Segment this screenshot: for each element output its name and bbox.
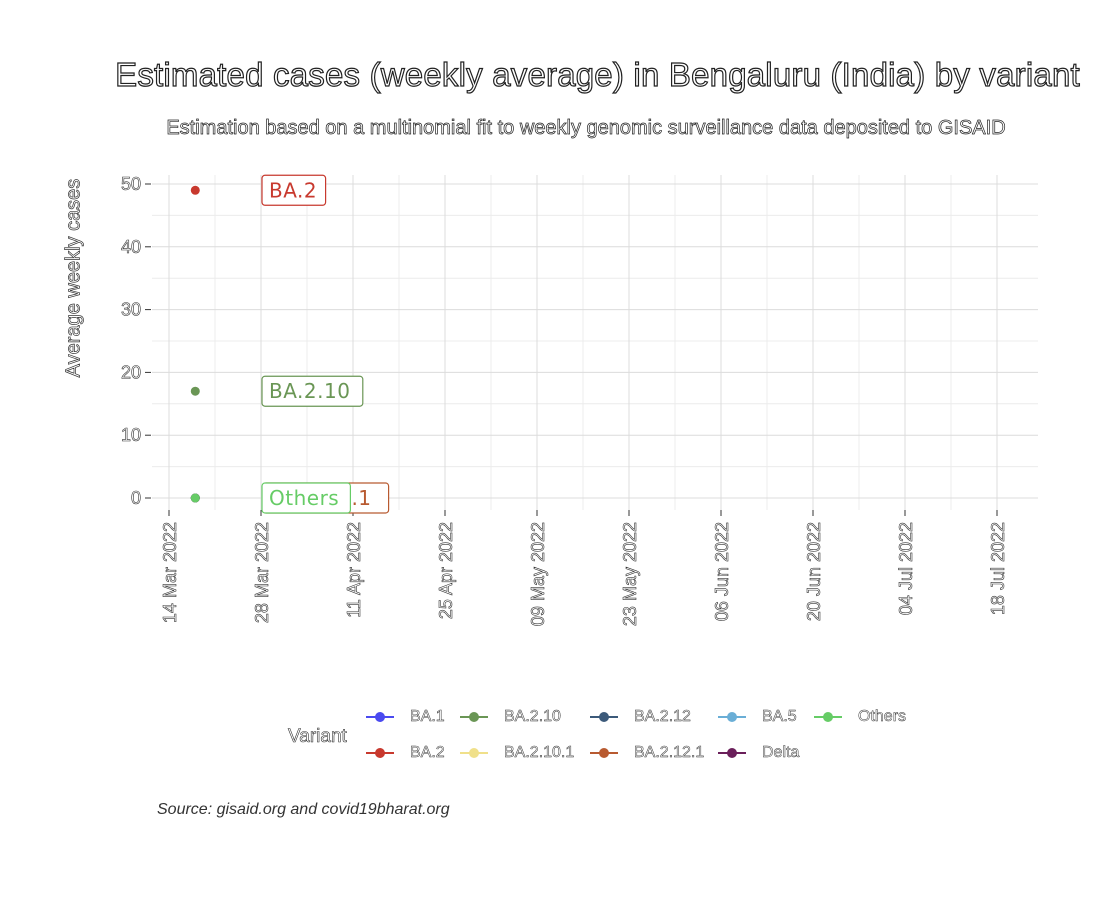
legend-key — [590, 706, 618, 728]
legend-key-dot — [727, 712, 737, 722]
legend-item-ba-2: BA.2 — [366, 742, 445, 764]
series-label-text: Others — [269, 486, 339, 510]
x-tick-label: 04 Jul 2022 — [896, 522, 916, 615]
y-tick-label: 0 — [131, 488, 141, 508]
legend-label: BA.2.10.1 — [504, 744, 575, 762]
series-label-box — [261, 174, 327, 206]
legend-label: BA.2.12.1 — [634, 744, 705, 762]
legend-key — [460, 706, 488, 728]
legend-key — [590, 742, 618, 764]
x-tick-labels: 14 Mar 2022 28 Mar 2022 11 Apr 2022 25 Apr … — [160, 510, 1008, 626]
y-tick-label: 50 — [121, 174, 141, 194]
legend-label: BA.2.10 — [504, 708, 561, 726]
x-tick-label: 09 May 2022 — [528, 522, 548, 626]
legend-item-ba-2-12: BA.2.12 — [590, 706, 691, 728]
grid-major — [152, 175, 1038, 510]
y-tick-labels: 0 10 20 30 40 50 — [121, 174, 151, 508]
source-caption: Source: gisaid.org and covid19bharat.org — [157, 801, 450, 818]
series-label-text: BA.2.10 — [269, 379, 350, 403]
x-tick-label: 20 Jun 2022 — [804, 522, 824, 621]
legend-key — [718, 742, 746, 764]
legend-label: BA.2 — [410, 744, 445, 762]
legend-label: BA.5 — [762, 708, 797, 726]
data-points — [190, 185, 200, 503]
legend-key — [814, 706, 842, 728]
legend-key-dot — [599, 712, 609, 722]
legend-item-others: Others — [814, 706, 906, 728]
legend-key — [718, 706, 746, 728]
legend-item-ba-2-10-1: BA.2.10.1 — [460, 742, 575, 764]
legend-label: Delta — [762, 744, 800, 762]
series-label-box — [261, 375, 364, 407]
series-label-ba-2: BA.2 — [261, 174, 327, 206]
chart-subtitle: Estimation based on a multinomial fit to… — [166, 117, 1006, 140]
legend-key-dot — [375, 712, 385, 722]
chart-title: Estimated cases (weekly average) in Beng… — [115, 55, 1081, 93]
legend-key-dot — [469, 748, 479, 758]
legend-item-ba-1: BA.1 — [366, 706, 445, 728]
y-tick-label: 20 — [121, 362, 141, 382]
legend-item-ba-2-12-1: BA.2.12.1 — [590, 742, 705, 764]
legend-key — [460, 742, 488, 764]
series-label-ba-2-10: BA.2.10 — [261, 375, 364, 407]
x-tick-label: 18 Jul 2022 — [988, 522, 1008, 615]
x-tick-label: 14 Mar 2022 — [160, 522, 180, 623]
legend-label: Others — [858, 708, 907, 726]
legend-key-dot — [375, 748, 385, 758]
y-tick-label: 10 — [121, 425, 141, 445]
legend-key — [366, 706, 394, 728]
y-tick-label: 40 — [121, 237, 141, 257]
legend-key-dot — [469, 712, 479, 722]
legend-key-dot — [727, 748, 737, 758]
legend: Variant BA.1 BA.2.10 BA.2.12 BA.5 Others BA.2… — [288, 706, 928, 776]
legend-label: BA.2.12 — [634, 708, 691, 726]
legend-item-ba-2-10: BA.2.10 — [460, 706, 561, 728]
grid-minor — [152, 175, 1038, 510]
y-tick-label: 30 — [121, 300, 141, 320]
legend-key-dot — [599, 748, 609, 758]
data-point-ba-2 — [190, 185, 200, 195]
x-tick-label: 28 Mar 2022 — [252, 522, 272, 623]
legend-item-delta: Delta — [718, 742, 800, 764]
series-label-text: BA.2 — [269, 178, 317, 202]
x-tick-label: 25 Apr 2022 — [436, 522, 456, 619]
data-point-ba-2-10 — [190, 386, 200, 396]
legend-title: Variant — [288, 726, 347, 748]
series-label-box — [261, 482, 352, 514]
legend-key — [366, 742, 394, 764]
x-tick-label: 06 Jun 2022 — [712, 522, 732, 621]
x-tick-label: 11 Apr 2022 — [344, 522, 364, 618]
legend-key-dot — [823, 712, 833, 722]
series-label-others: Others — [261, 482, 352, 514]
legend-item-ba-5: BA.5 — [718, 706, 797, 728]
x-tick-label: 23 May 2022 — [620, 522, 640, 626]
legend-label: BA.1 — [410, 708, 445, 726]
data-point-others — [190, 493, 200, 503]
